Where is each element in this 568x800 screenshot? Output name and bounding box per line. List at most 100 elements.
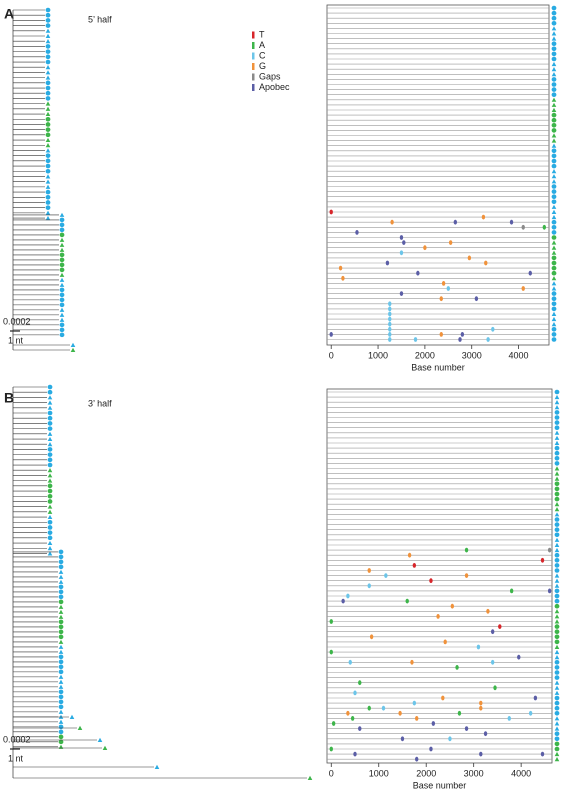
mutation-mark xyxy=(455,665,459,670)
legend-label: G xyxy=(259,61,266,71)
mutation-mark xyxy=(353,751,357,757)
leaf-marker xyxy=(45,49,51,54)
leaf-marker xyxy=(45,90,51,96)
leaf-marker xyxy=(58,594,64,600)
mutation-mark xyxy=(479,700,483,706)
leaf-marker xyxy=(45,179,51,184)
leaf-marker xyxy=(551,240,557,245)
leaf-marker xyxy=(551,31,557,36)
leaf-marker xyxy=(551,163,557,169)
leaf-marker xyxy=(554,445,560,451)
mutation-mark xyxy=(479,751,483,757)
leaf-marker xyxy=(45,59,51,65)
x-tick-label: 2000 xyxy=(416,768,436,778)
leaf-marker xyxy=(58,654,64,660)
mutation-mark xyxy=(399,235,404,240)
leaf-marker xyxy=(70,342,76,347)
mutation-mark xyxy=(467,255,472,261)
leaf-marker xyxy=(47,546,53,551)
leaf-marker xyxy=(58,639,64,644)
leaf-marker xyxy=(551,199,557,205)
leaf-marker xyxy=(554,430,560,435)
leaf-marker xyxy=(45,70,51,75)
leaf-marker xyxy=(551,260,557,266)
leaf-marker xyxy=(554,400,560,405)
leaf-marker xyxy=(554,655,560,660)
leaf-marker xyxy=(554,537,560,542)
leaf-marker xyxy=(47,405,53,410)
leaf-marker xyxy=(45,33,51,39)
leaf-marker xyxy=(554,532,560,538)
leaf-marker xyxy=(551,281,557,286)
mutation-mark xyxy=(400,736,405,742)
mutation-mark xyxy=(381,705,386,711)
leaf-marker xyxy=(58,684,64,689)
leaf-marker xyxy=(45,184,51,189)
leaf-marker xyxy=(554,547,560,553)
leaf-marker xyxy=(551,184,557,189)
leaf-marker xyxy=(551,301,557,307)
leaf-marker xyxy=(554,466,560,471)
leaf-marker xyxy=(551,204,557,209)
leaf-marker xyxy=(59,317,65,322)
mutation-mark xyxy=(367,568,371,573)
mutation-mark xyxy=(329,746,333,752)
leaf-marker xyxy=(47,442,53,447)
leaf-marker xyxy=(554,583,560,588)
panel-label: A xyxy=(4,6,14,22)
leaf-marker xyxy=(551,5,557,11)
legend-label: Apobec xyxy=(259,82,290,92)
mutation-mark xyxy=(464,726,469,731)
leaf-marker xyxy=(551,153,557,159)
leaf-marker xyxy=(45,148,51,153)
mutation-mark xyxy=(350,716,355,721)
leaf-marker xyxy=(554,624,560,629)
leaf-marker xyxy=(58,629,64,635)
leaf-marker xyxy=(554,731,560,736)
panel-title: 3’ half xyxy=(88,398,112,408)
leaf-marker xyxy=(45,44,51,49)
leaf-marker xyxy=(45,96,51,101)
mutation-mark xyxy=(439,332,443,337)
leaf-marker xyxy=(47,493,53,499)
x-tick-label: 3000 xyxy=(462,350,482,360)
mutation-mark xyxy=(388,301,392,307)
mutation-mark xyxy=(450,603,455,609)
leaf-marker xyxy=(45,163,51,169)
mutation-mark xyxy=(490,629,495,635)
leaf-marker xyxy=(551,36,557,41)
leaf-marker xyxy=(45,80,51,86)
leaf-marker xyxy=(58,734,64,740)
leaf-marker xyxy=(47,462,53,468)
leaf-marker xyxy=(58,614,64,619)
leaf-marker xyxy=(554,751,560,757)
mutation-mark xyxy=(453,219,458,225)
leaf-marker xyxy=(551,148,557,154)
leaf-marker xyxy=(551,143,557,148)
plot-frame xyxy=(326,388,553,764)
mutation-mark xyxy=(412,700,417,706)
mutation-mark xyxy=(415,756,419,762)
mutation-mark xyxy=(413,337,418,342)
leaf-marker xyxy=(551,194,557,199)
mutation-mark xyxy=(476,644,481,650)
leaf-marker xyxy=(59,257,65,263)
mutation-mark xyxy=(423,245,427,251)
mutation-mark xyxy=(329,332,333,337)
leaf-marker xyxy=(551,61,557,67)
mutation-mark xyxy=(540,751,545,757)
leaf-marker xyxy=(58,574,64,579)
mutation-mark xyxy=(547,588,552,594)
leaf-marker xyxy=(58,599,64,605)
leaf-marker xyxy=(554,456,560,461)
mutation-mark xyxy=(331,721,336,726)
leaf-marker xyxy=(58,719,64,724)
leaf-marker xyxy=(59,327,65,333)
leaf-marker xyxy=(554,629,560,634)
leaf-marker xyxy=(554,757,560,762)
leaf-marker xyxy=(45,116,51,122)
mutation-mark xyxy=(443,639,447,645)
leaf-marker xyxy=(45,200,51,205)
leaf-marker xyxy=(551,87,557,92)
leaf-marker xyxy=(45,127,51,132)
